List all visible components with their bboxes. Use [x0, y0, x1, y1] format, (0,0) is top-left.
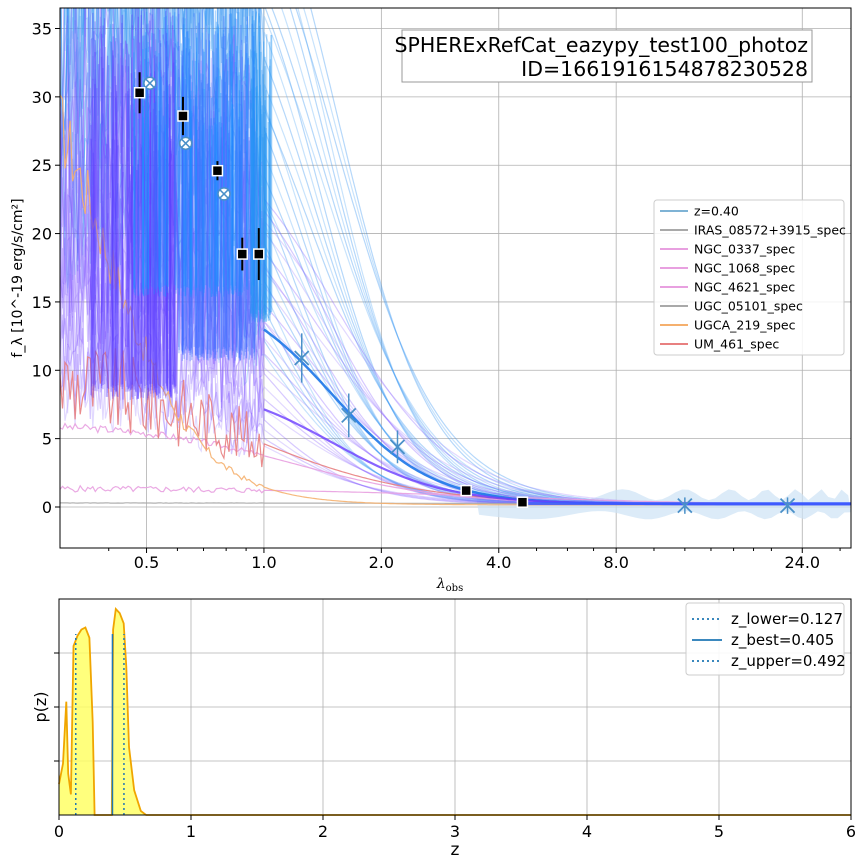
sed-cross-marker	[294, 350, 310, 366]
sed-legend-label: UGCA_219_spec	[694, 318, 796, 333]
pz-panel: 0 1 2 3 4 5 6 z_lower=0.127 z_best=0.405 z_upper…	[31, 598, 856, 860]
pz-x-axis-label: z	[451, 840, 460, 860]
sed-legend-label: NGC_4621_spec	[694, 280, 795, 295]
sed-y-tick-label: 25	[32, 156, 52, 175]
pz-x-tick-label: 6	[846, 822, 856, 841]
sed-cross-marker	[779, 497, 796, 514]
pz-axis-ticks: 0 1 2 3 4 5 6	[54, 652, 856, 841]
pz-legend-label: z_lower=0.127	[731, 610, 843, 629]
sed-x-tick-label: 4.0	[486, 553, 511, 572]
sed-observed-marker	[460, 484, 472, 497]
pz-x-tick-label: 1	[186, 822, 196, 841]
sed-observed-marker	[177, 110, 189, 122]
sed-y-tick-label: 15	[32, 293, 52, 312]
pz-x-tick-label: 3	[450, 822, 460, 841]
sed-x-tick-label: 2.0	[369, 553, 394, 572]
sed-y-tick-label: 35	[32, 20, 52, 39]
pz-x-tick-label: 4	[582, 822, 592, 841]
sed-legend-label: IRAS_08572+3915_spec	[694, 223, 846, 238]
sed-observed-marker	[211, 164, 224, 177]
sed-legend-label: z=0.40	[694, 204, 739, 219]
pz-x-tick-label: 0	[54, 822, 64, 841]
pz-legend-label: z_best=0.405	[731, 631, 834, 650]
sed-observed-marker	[133, 87, 146, 99]
sed-observed-marker	[516, 496, 529, 508]
sed-model-marker-cross	[219, 189, 229, 199]
title-line-1: SPHERExRefCat_eazypy_test100_photoz	[395, 33, 808, 58]
sed-x-tick-label: 1.0	[251, 553, 276, 572]
sed-cross-marker	[341, 407, 357, 424]
sed-y-tick-label: 5	[42, 430, 52, 449]
pz-grid	[58, 599, 852, 815]
sed-x-tick-label: 8.0	[603, 553, 628, 572]
x-axis-label-main: λ	[436, 576, 446, 592]
sed-title-box: SPHERExRefCat_eazypy_test100_photoz ID=1…	[395, 29, 813, 83]
pz-y-axis-label: p(z)	[31, 691, 50, 722]
pz-legend-frame	[685, 602, 845, 676]
pz-legend-label: z_upper=0.492	[731, 652, 846, 671]
sed-axis-ticks: 0.5 1.0 2.0 4.0 8.0 24.0 0 5 10 15 20 25 30 35	[32, 20, 841, 572]
sed-model-marker-cross	[181, 138, 191, 148]
sed-x-tick-label: 24.0	[784, 553, 820, 572]
sed-cross-marker	[389, 439, 406, 455]
pz-y-axis-label-text: p(z)	[31, 691, 50, 722]
title-line-2: ID=1661916154878230528	[521, 57, 808, 81]
sed-data-points	[133, 72, 796, 514]
sed-observed-marker	[253, 248, 265, 260]
sed-x-axis-label: λobs	[436, 576, 463, 594]
sed-model-marker-cross	[145, 78, 155, 88]
sed-cross-marker	[677, 497, 693, 514]
sed-legend-label: UM_461_spec	[694, 337, 779, 352]
sed-x-tick-label: 0.5	[134, 553, 159, 572]
sed-y-tick-label: 10	[32, 361, 52, 380]
pz-legend: z_lower=0.127 z_best=0.405 z_upper=0.492	[685, 602, 846, 676]
sed-observed-marker	[236, 248, 249, 260]
sed-y-axis-label: f_λ [10^-19 erg/s/cm²]	[10, 198, 26, 357]
y-axis-label-text: f_λ [10^-19 erg/s/cm²]	[10, 198, 26, 357]
sed-legend-label: NGC_1068_spec	[694, 261, 795, 276]
sed-legend-label: NGC_0337_spec	[694, 242, 795, 257]
pz-x-tick-label: 5	[714, 822, 724, 841]
sed-y-tick-label: 0	[42, 498, 52, 517]
x-axis-label-sub: obs	[446, 583, 464, 594]
sed-legend-label: UGC_05101_spec	[694, 299, 803, 314]
pz-x-tick-label: 2	[318, 822, 328, 841]
sed-y-tick-label: 20	[32, 225, 52, 244]
sed-legend-frame	[653, 199, 845, 356]
sed-plot-frame	[59, 7, 852, 549]
sed-y-tick-label: 30	[32, 88, 52, 107]
title-box-frame	[401, 29, 813, 83]
sed-panel: 0.5 1.0 2.0 4.0 8.0 24.0 0 5 10 15 20 25 30 35 SPHERE…	[10, 7, 852, 594]
sed-legend: z=0.40 IRAS_08572+3915_spec NGC_0337_spec N…	[653, 199, 846, 356]
